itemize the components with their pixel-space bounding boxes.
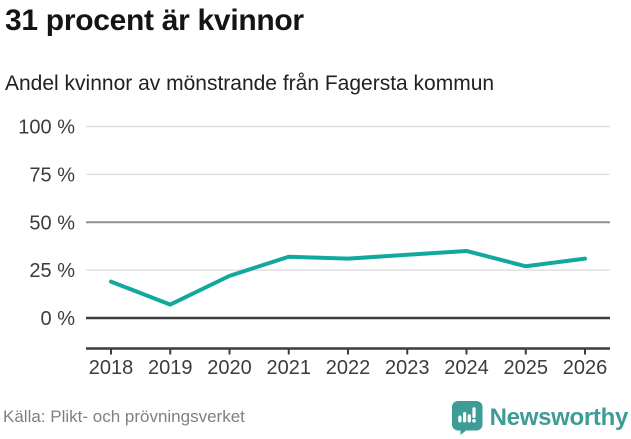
y-tick-label: 100 % [18, 117, 75, 139]
x-tick-label: 2023 [385, 357, 430, 379]
newsworthy-logo-link[interactable]: Newsworthy [451, 401, 629, 435]
x-tick-label: 2024 [444, 357, 489, 379]
newsworthy-badge-icon [451, 401, 483, 435]
y-tick-label: 50 % [29, 212, 75, 234]
trend-line [109, 248, 587, 307]
chart-subtitle: Andel kvinnor av mönstrande från Fagerst… [5, 72, 495, 95]
x-tick-label: 2025 [504, 357, 549, 379]
y-tick-label: 25 % [29, 260, 75, 282]
badge-bar-chart-glyph [457, 407, 476, 423]
x-tick-label: 2018 [89, 357, 134, 379]
x-tick-label: 2021 [267, 357, 312, 379]
y-tick-label: 0 % [41, 308, 76, 330]
x-tick-label: 2022 [326, 357, 371, 379]
source-caption: Källa: Plikt- och prövningsverket [3, 407, 245, 426]
x-tick-label: 2019 [148, 357, 193, 379]
chart-title: 31 procent är kvinnor [5, 4, 304, 37]
brand-name: Newsworthy [489, 404, 629, 431]
x-tick-label: 2026 [563, 357, 608, 379]
y-tick-label: 75 % [29, 164, 75, 186]
x-tick-label: 2020 [207, 357, 252, 379]
